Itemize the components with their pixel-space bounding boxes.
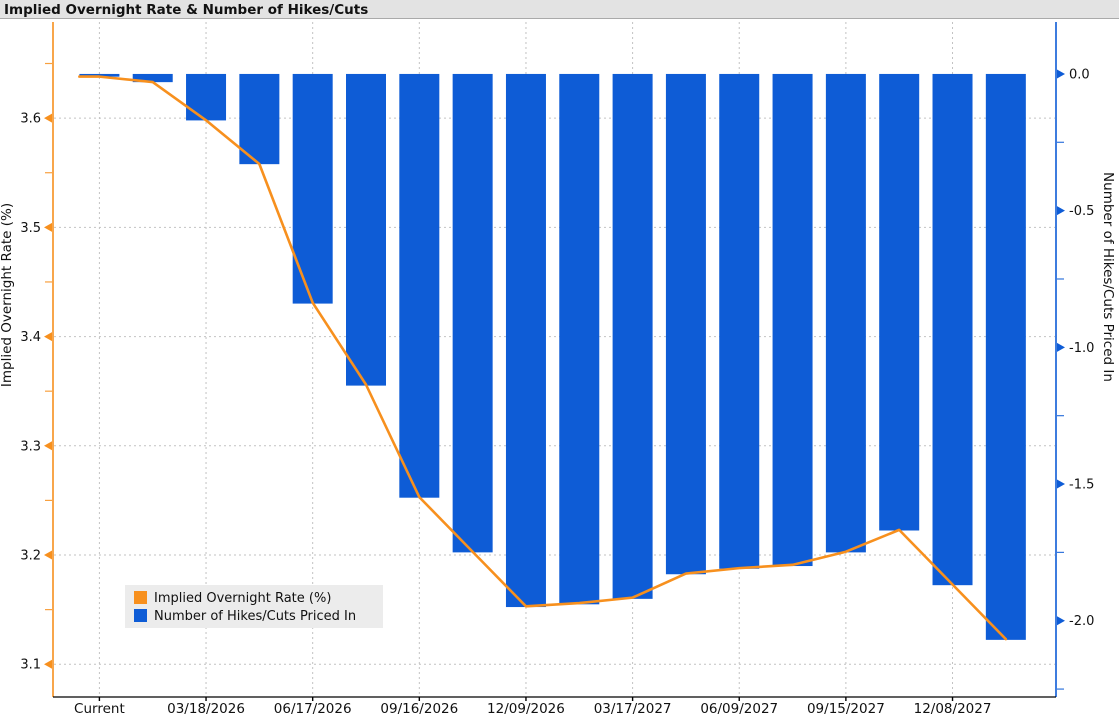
x-tick-label: 03/18/2026: [167, 701, 245, 717]
left-tick-label: 3.3: [20, 439, 41, 454]
right-tick-label: -1.5: [1069, 478, 1094, 493]
bar: [79, 73, 120, 77]
bar: [985, 73, 1026, 640]
bar: [612, 73, 653, 599]
x-tick-label: 03/17/2027: [594, 701, 672, 717]
right-axis-title: Number of Hikes/Cuts Priced In: [1100, 172, 1116, 382]
bar: [665, 73, 706, 575]
x-tick-label: 12/08/2027: [914, 701, 992, 717]
x-tick-label: 09/15/2027: [807, 701, 885, 717]
right-tick-arrow: [1057, 69, 1065, 79]
bar: [879, 73, 920, 531]
bar: [186, 73, 227, 121]
right-tick-label: -0.5: [1069, 204, 1094, 219]
right-tick-arrow: [1057, 342, 1065, 352]
left-tick-label: 3.1: [20, 658, 41, 673]
right-tick-arrow: [1057, 616, 1065, 626]
left-tick-arrow: [44, 659, 52, 669]
bar: [346, 73, 386, 386]
left-tick-arrow: [44, 441, 52, 451]
legend-label-hikes: Number of Hikes/Cuts Priced In: [154, 609, 356, 624]
right-tick-label: 0.0: [1069, 67, 1090, 82]
legend-swatch-hikes: [134, 609, 147, 622]
left-tick-label: 3.6: [20, 112, 41, 127]
bar: [719, 73, 760, 569]
legend: Implied Overnight Rate (%) Number of Hik…: [125, 585, 383, 628]
legend-swatch-rate: [134, 591, 147, 604]
plot-area: Current 03/18/2026 06/17/2026 09/16/2026 12/…: [20, 22, 1094, 717]
right-tick-label: -2.0: [1069, 614, 1094, 629]
chart-title: Implied Overnight Rate & Number of Hikes…: [4, 2, 368, 18]
left-tick-arrow: [44, 113, 52, 123]
bar: [932, 73, 973, 586]
left-tick-arrow: [44, 332, 52, 342]
rate-line: [78, 75, 1008, 641]
chart-titlebar: [0, 0, 1119, 18]
right-tick-label: -1.0: [1069, 341, 1094, 356]
bar: [452, 73, 493, 553]
left-tick-arrow: [44, 222, 52, 232]
bar: [825, 73, 866, 553]
left-axis-title: Implied Overnight Rate (%): [0, 203, 15, 387]
right-tick-arrow: [1057, 206, 1065, 216]
x-tick-label: Current: [74, 701, 125, 717]
legend-label-rate: Implied Overnight Rate (%): [154, 591, 331, 606]
x-tick-label: 12/09/2026: [487, 701, 565, 717]
bar: [399, 73, 440, 498]
bar: [772, 73, 813, 567]
left-tick-arrow: [44, 550, 52, 560]
x-tick-label: 09/16/2026: [380, 701, 458, 717]
bar: [132, 73, 173, 83]
bar: [559, 73, 600, 605]
left-tick-label: 3.2: [20, 549, 41, 564]
bar: [505, 73, 546, 608]
right-tick-arrow: [1057, 479, 1065, 489]
legend-box: [125, 585, 383, 628]
x-tick-label: 06/17/2026: [274, 701, 352, 717]
left-tick-label: 3.4: [20, 330, 41, 345]
x-tick-label: 06/09/2027: [700, 701, 778, 717]
bar: [239, 73, 280, 165]
left-tick-label: 3.5: [20, 221, 41, 236]
